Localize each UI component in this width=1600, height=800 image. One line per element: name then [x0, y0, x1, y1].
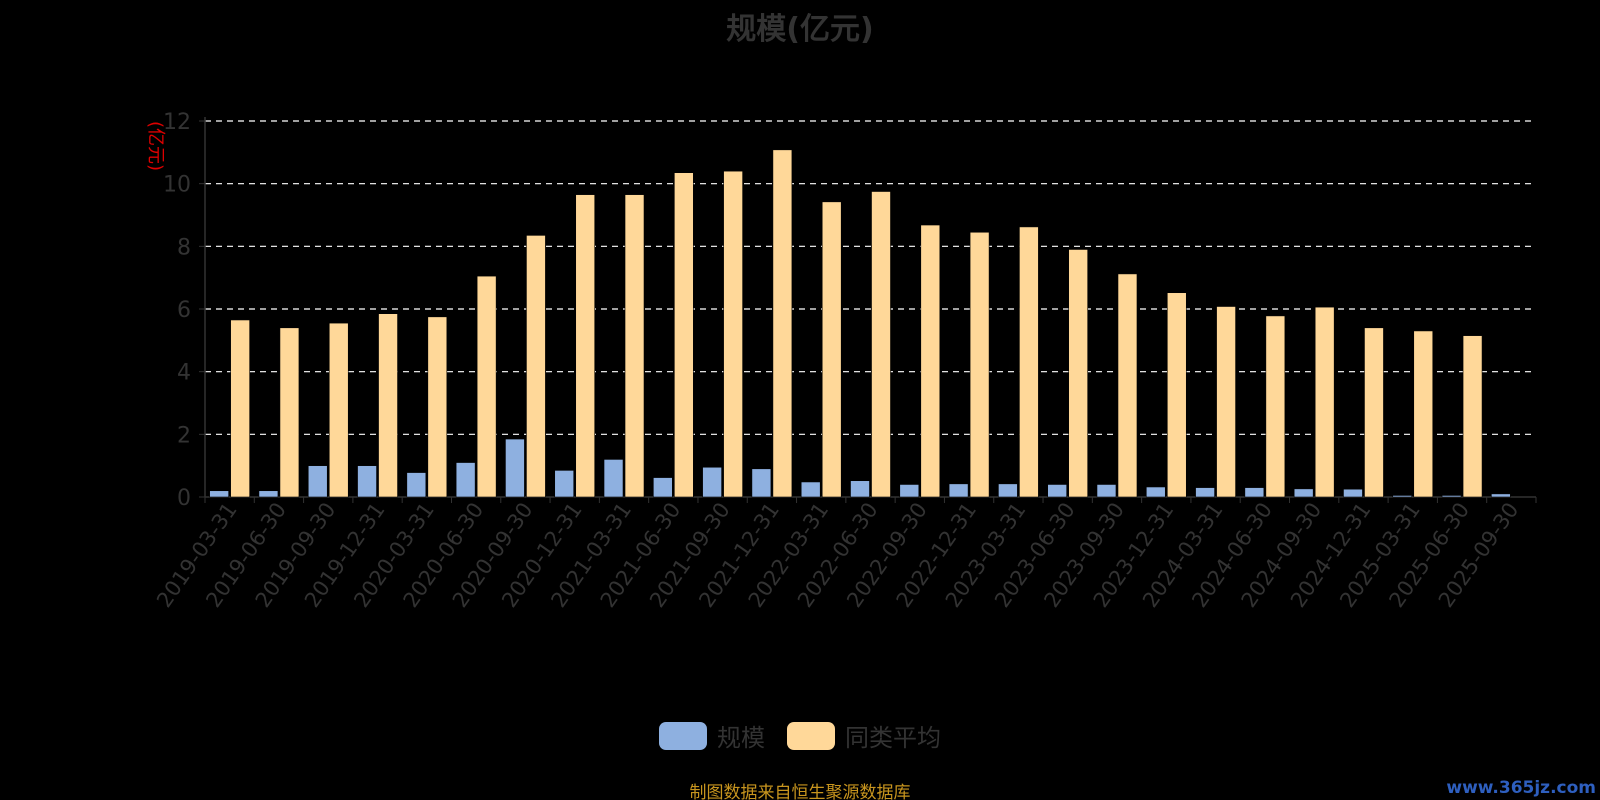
y-tick-label: 10 — [163, 173, 191, 198]
bar-scale — [603, 459, 624, 498]
bar-peer-average — [1166, 292, 1187, 498]
bar-scale — [1096, 484, 1117, 498]
bar-peer-average — [526, 235, 546, 498]
bar-peer-average — [279, 327, 300, 498]
bar-scale — [1343, 488, 1363, 498]
bar-scale — [998, 483, 1018, 498]
bar-scale — [209, 490, 229, 498]
legend: 规模 同类平均 — [0, 718, 1600, 753]
bar-scale — [1195, 487, 1215, 498]
bar-scale — [505, 438, 525, 498]
bar-peer-average — [378, 313, 398, 498]
bar-scale — [653, 477, 673, 498]
bar-peer-average — [1265, 315, 1286, 498]
bar-peer-average — [674, 172, 694, 498]
bar-peer-average — [1314, 306, 1335, 498]
bar-peer-average — [871, 191, 891, 498]
bar-peer-average — [1216, 306, 1236, 498]
bar-scale — [702, 466, 722, 498]
bar-scale — [1145, 486, 1166, 498]
bar-scale — [1441, 495, 1462, 498]
legend-item-peer-average[interactable]: 同类平均 — [787, 718, 941, 753]
bar-scale — [1491, 493, 1511, 498]
bar-scale — [357, 465, 377, 498]
bar-peer-average — [1117, 273, 1138, 498]
bar-scale — [455, 462, 476, 498]
legend-swatch-scale — [659, 721, 707, 750]
bar-peer-average — [1462, 335, 1483, 498]
bar-peer-average — [1364, 327, 1384, 498]
legend-label-scale: 规模 — [717, 724, 765, 752]
bar-peer-average — [772, 149, 793, 498]
bar-scale — [554, 470, 575, 498]
bar-scale — [800, 481, 821, 498]
y-axis-unit-label: (亿元) — [145, 121, 166, 171]
y-tick-label: 8 — [177, 235, 191, 260]
bar-peer-average — [624, 194, 645, 498]
bar-peer-average — [969, 231, 990, 498]
bar-scale — [307, 465, 328, 498]
bar-scale — [1244, 487, 1265, 498]
bar-scale — [850, 480, 870, 498]
legend-label-peer-average: 同类平均 — [845, 724, 941, 752]
bar-scale — [948, 483, 969, 498]
bar-scale — [1392, 495, 1413, 498]
bar-peer-average — [575, 194, 596, 498]
bar-peer-average — [1019, 226, 1039, 498]
y-tick-label: 2 — [177, 423, 191, 448]
y-tick-label: 0 — [177, 486, 191, 511]
y-tick-label: 12 — [163, 110, 191, 135]
bar-peer-average — [1068, 249, 1088, 498]
legend-item-scale[interactable]: 规模 — [659, 718, 765, 753]
bar-scale — [1047, 484, 1067, 498]
bar-peer-average — [723, 170, 743, 498]
bar-peer-average — [1413, 330, 1434, 498]
chart-title: 规模(亿元) — [726, 12, 874, 47]
bar-scale — [406, 472, 427, 498]
bar-scale — [1293, 488, 1314, 498]
bar-peer-average — [230, 319, 250, 498]
bar-peer-average — [821, 201, 842, 498]
data-source-note: 制图数据来自恒生聚源数据库 — [689, 783, 911, 800]
bar-scale — [899, 484, 920, 498]
y-tick-label: 4 — [177, 361, 191, 386]
bar-peer-average — [476, 275, 497, 498]
y-tick-label: 6 — [177, 298, 191, 323]
watermark-text: www.365jz.com — [1446, 778, 1596, 798]
bar-peer-average — [328, 322, 349, 498]
bar-scale — [751, 468, 772, 498]
bar-peer-average — [427, 316, 448, 498]
legend-swatch-peer-average — [787, 721, 835, 750]
bar-peer-average — [920, 224, 941, 498]
bar-scale — [258, 490, 279, 498]
